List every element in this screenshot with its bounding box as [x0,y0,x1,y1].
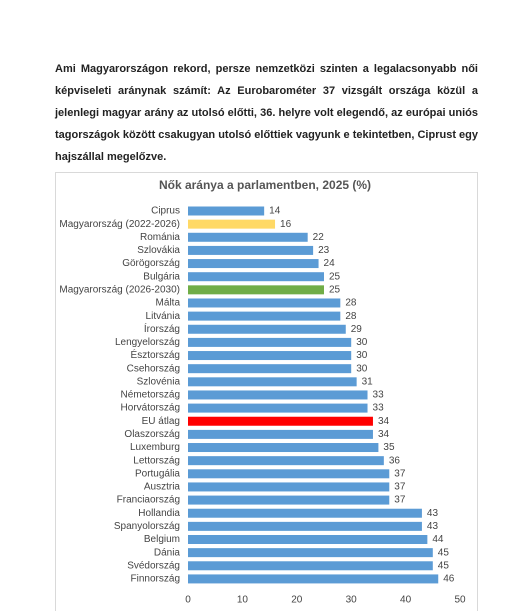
bar [188,272,324,282]
value-label: 28 [345,311,357,322]
value-label: 31 [362,376,374,387]
bar [188,403,368,413]
bar [188,561,433,571]
bar [188,377,357,387]
chart: Nők aránya a parlamentben, 2025 (%) 0 10 2… [55,172,478,611]
y-tick-label: Spanyolország [114,521,180,532]
bar [188,390,368,400]
value-label: 46 [443,574,455,585]
y-tick-label: Szlovénia [137,376,181,387]
y-tick-label: Lengyelország [115,337,180,348]
bar [188,298,341,308]
bar [188,232,308,242]
bar [188,311,341,321]
value-label: 16 [280,219,292,230]
value-label: 34 [378,416,390,427]
value-label: 25 [329,284,341,295]
y-tick-label: Horvátország [121,403,180,414]
bar [188,416,373,426]
y-tick-label: Lettország [133,455,180,466]
value-label: 45 [438,560,450,571]
bar [188,495,390,505]
y-tick-label: Magyarország (2022-2026) [59,219,180,230]
value-label: 33 [373,390,385,401]
bar [188,469,390,479]
value-label: 22 [313,232,325,243]
value-label: 23 [318,245,330,256]
bar [188,206,265,216]
value-label: 34 [378,429,390,440]
y-tick-label: Csehország [127,363,180,374]
bar [188,548,433,558]
y-tick-label: Hollandia [138,508,180,519]
bar [188,324,346,334]
y-tick-label: Németország [121,390,180,401]
bar [188,508,422,518]
bar [188,351,352,361]
paragraph: Ami Magyarországon rekord, persze nemzet… [55,63,478,163]
y-tick-label: Magyarország (2026-2030) [59,284,180,295]
value-label: 30 [356,337,368,348]
value-label: 30 [356,363,368,374]
bar [188,259,319,269]
value-label: 30 [356,350,368,361]
y-tick-label: Ausztria [144,482,181,493]
y-tick-label: Észtország [131,348,180,361]
y-tick-label: Románia [140,232,180,243]
value-label: 43 [427,521,439,532]
y-tick-label: Bulgária [143,271,180,282]
bar [188,337,352,347]
bar [188,443,379,453]
value-label: 33 [373,403,385,414]
x-tick-label: 50 [454,595,466,606]
bar [188,429,373,439]
y-tick-label: Franciaország [117,495,180,506]
value-label: 37 [394,468,406,479]
value-label: 37 [394,495,406,506]
chart-title: Nők aránya a parlamentben, 2025 (%) [159,178,371,192]
y-tick-label: Luxemburg [130,442,180,453]
value-label: 43 [427,508,439,519]
y-tick-label: Dánia [154,547,181,558]
value-label: 25 [329,271,341,282]
y-tick-label: Ciprus [151,206,180,217]
value-label: 35 [383,442,395,453]
value-label: 44 [432,534,444,545]
bar [188,535,428,544]
y-tick-label: Belgium [144,534,180,545]
bar [188,482,390,492]
y-tick-label: Málta [156,298,181,309]
x-tick-label: 20 [291,595,303,606]
bar [188,285,324,295]
bar [188,245,314,255]
bar [188,219,276,229]
y-tick-label: EU átlag [142,416,180,427]
y-tick-label: Írország [144,322,180,335]
value-label: 37 [394,482,406,493]
value-label: 14 [269,206,281,217]
value-label: 24 [324,258,336,269]
y-tick-label: Olaszország [124,429,180,440]
bar [188,456,384,466]
y-tick-label: Görögország [122,258,180,269]
y-tick-label: Finnország [131,574,180,585]
bar [188,364,352,374]
x-tick-label: 10 [237,595,249,606]
value-label: 29 [351,324,363,335]
y-tick-label: Litvánia [146,311,181,322]
x-tick-label: 40 [400,595,412,606]
value-label: 28 [345,298,357,309]
y-tick-label: Portugália [135,468,180,479]
x-tick-label: 30 [346,595,358,606]
bar [188,521,422,531]
value-label: 45 [438,547,450,558]
bar [188,574,439,584]
y-tick-label: Szlovákia [137,245,180,256]
x-tick-label: 0 [185,595,191,606]
y-tick-label: Svédország [127,560,180,571]
value-label: 36 [389,455,401,466]
